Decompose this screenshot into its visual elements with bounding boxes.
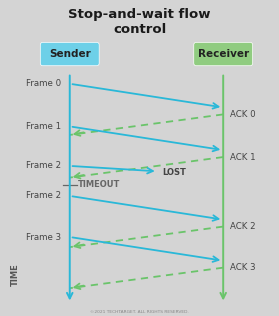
Text: TIME: TIME	[11, 264, 20, 286]
Text: LOST: LOST	[162, 168, 186, 177]
Text: Frame 0: Frame 0	[26, 79, 61, 88]
Text: ACK 0: ACK 0	[230, 110, 256, 119]
Text: Stop-and-wait flow
control: Stop-and-wait flow control	[68, 8, 211, 36]
Text: Sender: Sender	[49, 49, 91, 59]
Text: Frame 2: Frame 2	[26, 191, 61, 200]
Text: Frame 2: Frame 2	[26, 161, 61, 170]
Text: ©2021 TECHTARGET. ALL RIGHTS RESERVED.: ©2021 TECHTARGET. ALL RIGHTS RESERVED.	[90, 310, 189, 314]
Text: TIMEOUT: TIMEOUT	[78, 180, 121, 189]
FancyBboxPatch shape	[194, 42, 253, 66]
Text: Frame 3: Frame 3	[26, 233, 61, 241]
Text: ACK 2: ACK 2	[230, 222, 256, 231]
Text: ACK 3: ACK 3	[230, 263, 256, 272]
Text: Frame 1: Frame 1	[26, 122, 61, 131]
Text: ACK 1: ACK 1	[230, 153, 256, 161]
Text: Receiver: Receiver	[198, 49, 249, 59]
FancyBboxPatch shape	[40, 42, 99, 66]
